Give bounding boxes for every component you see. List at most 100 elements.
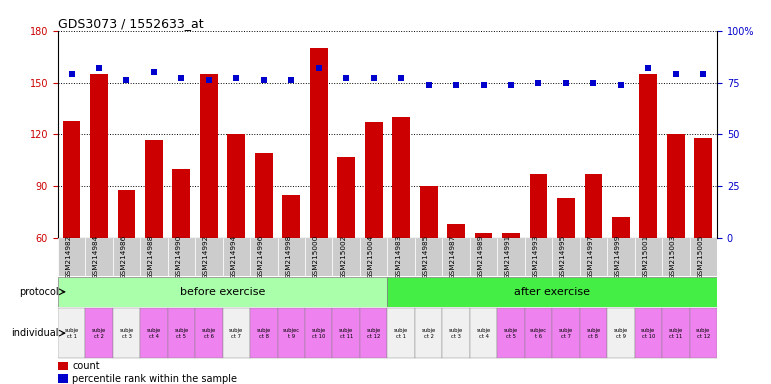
Text: subje
ct 6: subje ct 6 <box>202 328 216 339</box>
Bar <box>117 190 136 238</box>
Point <box>312 65 325 71</box>
Text: GSM214991: GSM214991 <box>505 235 511 280</box>
Point <box>477 81 490 88</box>
Text: subje
ct 9: subje ct 9 <box>614 328 628 339</box>
Point <box>93 65 105 71</box>
Bar <box>58 277 387 306</box>
Bar <box>113 308 140 358</box>
Text: subjec
t 6: subjec t 6 <box>530 328 547 339</box>
Bar <box>140 238 167 276</box>
Point <box>588 79 600 86</box>
Bar <box>584 174 602 238</box>
Bar <box>332 308 360 358</box>
Text: GSM214987: GSM214987 <box>450 235 456 280</box>
Bar <box>387 277 717 306</box>
Bar <box>419 186 438 238</box>
Text: GSM214990: GSM214990 <box>176 235 181 280</box>
Bar <box>255 153 273 238</box>
Text: GSM215003: GSM215003 <box>670 235 676 280</box>
Text: subjec
t 9: subjec t 9 <box>283 328 300 339</box>
Text: GSM215002: GSM215002 <box>340 235 346 280</box>
Text: subje
ct 7: subje ct 7 <box>559 328 573 339</box>
Bar <box>227 134 245 238</box>
Bar <box>332 238 360 276</box>
Bar <box>608 238 635 276</box>
Text: subje
ct 1: subje ct 1 <box>394 328 409 339</box>
Bar <box>278 238 305 276</box>
Bar <box>612 217 630 238</box>
Bar <box>58 362 68 370</box>
Point <box>697 71 709 77</box>
Bar <box>608 308 635 358</box>
Bar <box>223 238 250 276</box>
Bar <box>695 138 712 238</box>
Text: subje
ct 3: subje ct 3 <box>120 328 133 339</box>
Bar <box>173 169 190 238</box>
Point <box>175 75 187 81</box>
Point <box>642 65 655 71</box>
Point <box>258 78 270 84</box>
Bar <box>387 238 415 276</box>
Bar <box>58 374 68 383</box>
Bar <box>662 238 689 276</box>
Bar <box>497 238 525 276</box>
Text: subje
ct 11: subje ct 11 <box>339 328 353 339</box>
Text: GSM214998: GSM214998 <box>285 235 291 280</box>
Text: subje
ct 8: subje ct 8 <box>586 328 601 339</box>
Bar <box>58 308 86 358</box>
Text: GSM214988: GSM214988 <box>148 235 154 280</box>
Point <box>120 78 133 84</box>
Point <box>532 79 544 86</box>
Text: subje
ct 4: subje ct 4 <box>476 328 490 339</box>
Bar <box>195 308 223 358</box>
Bar <box>525 238 552 276</box>
Bar <box>502 233 520 238</box>
Point <box>450 81 463 88</box>
Point <box>614 81 627 88</box>
Bar <box>552 308 580 358</box>
Point <box>340 75 352 81</box>
Text: GSM214999: GSM214999 <box>615 235 621 280</box>
Text: GSM215000: GSM215000 <box>313 235 318 280</box>
Bar <box>580 238 608 276</box>
Text: GSM214985: GSM214985 <box>423 235 429 280</box>
Text: subje
ct 2: subje ct 2 <box>422 328 436 339</box>
Text: GSM215001: GSM215001 <box>642 235 648 280</box>
Point <box>285 78 298 84</box>
Text: subje
ct 12: subje ct 12 <box>696 328 710 339</box>
Point <box>66 71 78 77</box>
Text: subje
ct 8: subje ct 8 <box>257 328 271 339</box>
Bar <box>195 238 223 276</box>
Bar <box>639 74 658 238</box>
Text: subje
ct 11: subje ct 11 <box>668 328 683 339</box>
Text: subje
ct 2: subje ct 2 <box>92 328 106 339</box>
Bar <box>200 74 218 238</box>
Bar <box>392 117 410 238</box>
Point <box>505 81 517 88</box>
Text: percentile rank within the sample: percentile rank within the sample <box>72 374 237 384</box>
Bar <box>443 308 470 358</box>
Text: subje
ct 10: subje ct 10 <box>641 328 655 339</box>
Bar <box>282 195 300 238</box>
Bar <box>443 238 470 276</box>
Point <box>560 79 572 86</box>
Text: subje
ct 3: subje ct 3 <box>449 328 463 339</box>
Text: GSM215004: GSM215004 <box>368 235 374 280</box>
Bar <box>140 308 167 358</box>
Bar <box>360 308 388 358</box>
Bar <box>689 308 717 358</box>
Bar <box>113 238 140 276</box>
Bar <box>662 308 689 358</box>
Bar <box>62 121 80 238</box>
Bar <box>278 308 305 358</box>
Text: subje
ct 4: subje ct 4 <box>146 328 161 339</box>
Bar <box>497 308 525 358</box>
Text: GSM214986: GSM214986 <box>120 235 126 280</box>
Text: subje
ct 5: subje ct 5 <box>174 328 189 339</box>
Point <box>368 75 380 81</box>
Text: GSM214996: GSM214996 <box>258 235 264 280</box>
Bar <box>250 308 278 358</box>
Text: GSM214982: GSM214982 <box>66 235 72 280</box>
Bar <box>387 308 415 358</box>
Point <box>395 75 407 81</box>
